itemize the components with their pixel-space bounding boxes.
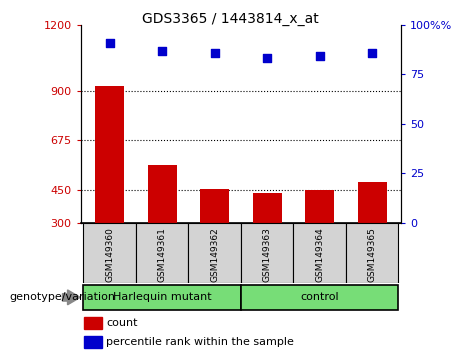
FancyArrow shape — [62, 290, 80, 305]
FancyBboxPatch shape — [83, 285, 241, 310]
Point — [159, 48, 166, 53]
Text: percentile rank within the sample: percentile rank within the sample — [106, 337, 294, 347]
Text: Harlequin mutant: Harlequin mutant — [113, 292, 212, 302]
Text: GSM149364: GSM149364 — [315, 227, 324, 282]
FancyBboxPatch shape — [189, 223, 241, 283]
FancyBboxPatch shape — [346, 223, 398, 283]
Text: count: count — [106, 318, 138, 329]
Bar — [200, 189, 229, 223]
Point — [368, 50, 376, 55]
FancyBboxPatch shape — [293, 223, 346, 283]
Point — [316, 54, 323, 59]
Text: GSM149365: GSM149365 — [368, 227, 377, 282]
Text: control: control — [301, 292, 339, 302]
FancyBboxPatch shape — [136, 223, 189, 283]
FancyBboxPatch shape — [241, 223, 293, 283]
Text: GSM149363: GSM149363 — [263, 227, 272, 282]
FancyBboxPatch shape — [83, 223, 136, 283]
Bar — [84, 336, 101, 348]
Point — [106, 40, 113, 45]
Text: GSM149362: GSM149362 — [210, 227, 219, 282]
Bar — [84, 318, 101, 329]
Point — [211, 50, 219, 55]
Text: genotype/variation: genotype/variation — [9, 292, 115, 302]
FancyBboxPatch shape — [241, 285, 398, 310]
Bar — [358, 182, 387, 223]
Bar — [305, 190, 334, 223]
Bar — [148, 165, 177, 223]
Text: GSM149361: GSM149361 — [158, 227, 166, 282]
Text: GDS3365 / 1443814_x_at: GDS3365 / 1443814_x_at — [142, 12, 319, 27]
Point — [263, 56, 271, 61]
Text: GSM149360: GSM149360 — [105, 227, 114, 282]
Bar — [95, 86, 124, 223]
Bar — [253, 193, 282, 223]
